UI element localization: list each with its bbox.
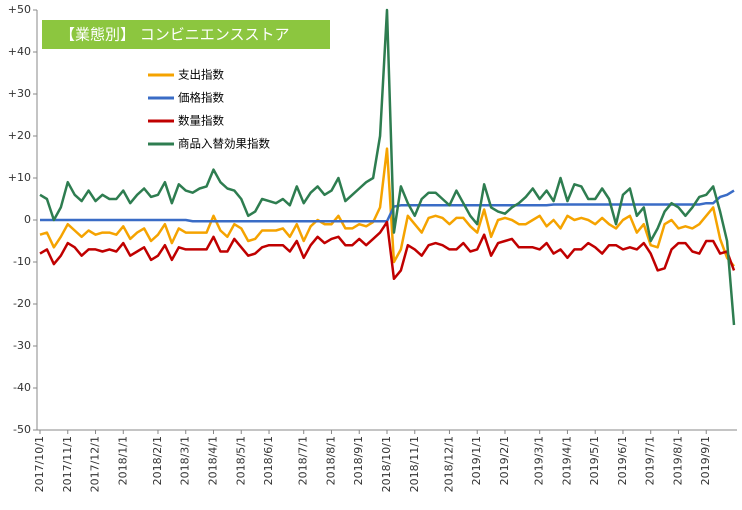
x-tick-label: 2018/1/1 — [116, 436, 129, 485]
x-tick-label: 2018/5/1 — [234, 436, 247, 485]
x-tick-label: 2019/3/1 — [533, 436, 546, 485]
x-tick-label: 2018/12/1 — [442, 436, 455, 492]
x-tick-label: 2018/10/1 — [380, 436, 393, 492]
x-tick-label: 2019/4/1 — [560, 436, 573, 485]
x-tick-label: 2017/11/1 — [61, 436, 74, 492]
x-tick-label: 2018/2/1 — [151, 436, 164, 485]
x-tick-label: 2018/9/1 — [352, 436, 365, 485]
y-tick-label: -50 — [13, 423, 31, 436]
x-tick-label: 2018/8/1 — [324, 436, 337, 485]
x-tick-label: 2018/4/1 — [207, 436, 220, 485]
x-tick-label: 2017/10/1 — [33, 436, 46, 492]
y-tick-label: -40 — [13, 381, 31, 394]
legend-label: 商品入替効果指数 — [178, 137, 270, 151]
series-line — [39, 220, 736, 281]
x-tick-label: 2019/5/1 — [588, 436, 601, 485]
y-tick-label: +20 — [8, 129, 31, 142]
y-tick-label: -20 — [13, 297, 31, 310]
y-tick-label: +30 — [8, 87, 31, 100]
x-tick-label: 2019/2/1 — [498, 436, 511, 485]
x-tick-label: 2018/11/1 — [408, 436, 421, 492]
title-box — [42, 20, 330, 49]
legend-label: 数量指数 — [178, 114, 224, 128]
y-tick-label: 0 — [24, 213, 31, 226]
x-tick-label: 2019/6/1 — [616, 436, 629, 485]
x-tick-label: 2018/3/1 — [179, 436, 192, 485]
x-tick-label: 2019/1/1 — [470, 436, 483, 485]
y-tick-label: -30 — [13, 339, 31, 352]
legend-label: 価格指数 — [178, 91, 224, 105]
x-tick-label: 2019/9/1 — [699, 436, 712, 485]
x-tick-label: 2017/12/1 — [89, 436, 102, 492]
x-tick-label: 2018/6/1 — [262, 436, 275, 485]
series-line — [39, 147, 735, 267]
y-tick-label: +50 — [8, 3, 31, 16]
x-tick-label: 2018/7/1 — [297, 436, 310, 485]
y-tick-label: +40 — [8, 45, 31, 58]
series-line — [39, 8, 736, 326]
legend-label: 支出指数 — [178, 68, 224, 82]
y-tick-label: -10 — [13, 255, 31, 268]
y-tick-label: +10 — [8, 171, 31, 184]
x-tick-label: 2019/8/1 — [671, 436, 684, 485]
chart-title: 【業態別】 コンビニエンスストア — [60, 26, 289, 44]
x-tick-label: 2019/7/1 — [644, 436, 657, 485]
